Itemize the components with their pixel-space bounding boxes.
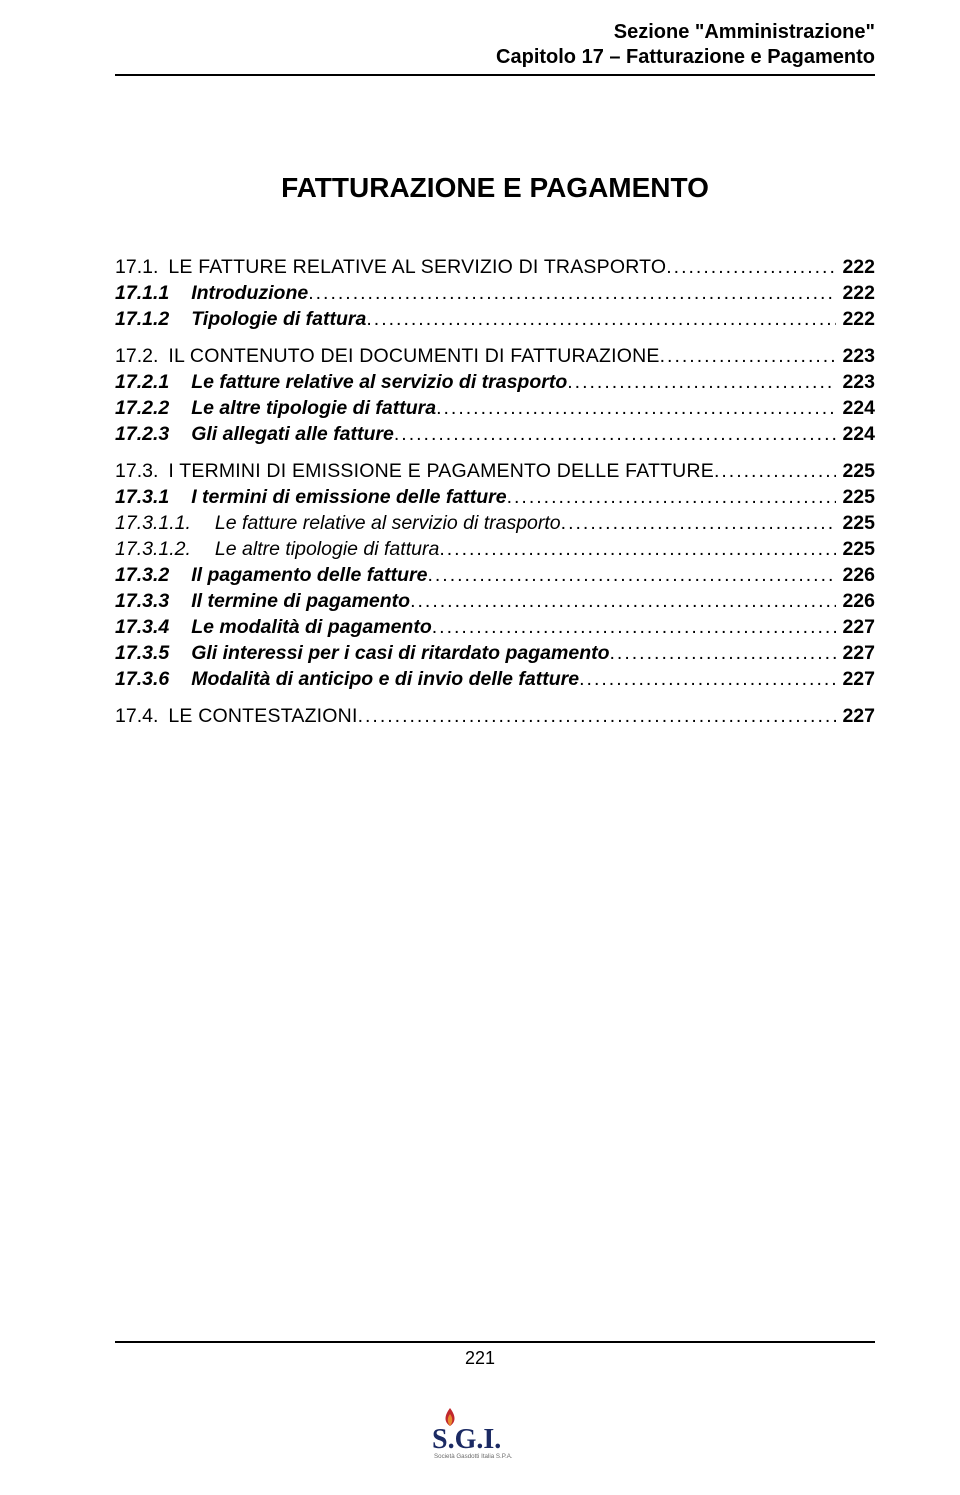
page: Sezione "Amministrazione" Capitolo 17 – … [0, 0, 960, 1495]
toc-row: 17.2.2 Le altre tipologie di fattura 224 [115, 397, 875, 420]
toc-entry-page: 222 [836, 308, 875, 331]
toc-entry-title: Introduzione [191, 282, 308, 305]
toc-entry-number: 17.3.1.2. [115, 538, 197, 561]
toc-leader-dots [660, 345, 837, 368]
toc-entry-number: 17.3.6 [115, 668, 175, 691]
toc-entry-number: 17.2.3 [115, 423, 175, 446]
toc-entry-title: Tipologie di fattura [191, 308, 366, 331]
toc-leader-dots [427, 564, 836, 587]
toc-entry-number: 17.3.5 [115, 642, 175, 665]
toc-entry-number: 17.3.2 [115, 564, 175, 587]
toc-entry-page: 225 [836, 512, 875, 535]
toc-entry-page: 223 [836, 371, 875, 394]
footer-rule [115, 1341, 875, 1343]
toc-entry-title: LE CONTESTAZIONI [168, 705, 357, 728]
toc-entry-number: 17.3.4 [115, 616, 175, 639]
toc-entry-title: Il pagamento delle fatture [191, 564, 427, 587]
toc-row: 17.3.1.1. Le fatture relative al servizio… [115, 512, 875, 535]
toc-leader-dots [579, 668, 836, 691]
toc-entry-number: 17.1.2 [115, 308, 175, 331]
toc-entry-page: 225 [836, 538, 875, 561]
toc-row: 17.4.LE CONTESTAZIONI 227 [115, 705, 875, 728]
document-title: FATTURAZIONE E PAGAMENTO [115, 172, 875, 204]
toc-entry-title: Le altre tipologie di fattura [215, 538, 439, 561]
toc-row: 17.3.I TERMINI DI EMISSIONE E PAGAMENTO … [115, 460, 875, 483]
page-header: Sezione "Amministrazione" Capitolo 17 – … [115, 20, 875, 70]
toc-leader-dots [561, 512, 837, 535]
toc-entry-number: 17.2.2 [115, 397, 175, 420]
toc-leader-dots [436, 397, 836, 420]
toc-leader-dots [507, 486, 837, 509]
toc-entry-page: 227 [836, 705, 875, 728]
toc-row: 17.1.2 Tipologie di fattura 222 [115, 308, 875, 331]
toc-row: 17.1.LE FATTURE RELATIVE AL SERVIZIO DI … [115, 256, 875, 279]
toc-entry-page: 222 [836, 256, 875, 279]
toc-entry-number: 17.3.1 [115, 486, 175, 509]
toc-entry-number: 17.3.1.1. [115, 512, 197, 535]
header-line-1: Sezione "Amministrazione" [115, 20, 875, 45]
toc-entry-number: 17.1.1 [115, 282, 175, 305]
toc-entry-title: I termini di emissione delle fatture [191, 486, 506, 509]
toc-leader-dots [308, 282, 836, 305]
toc-leader-dots [567, 371, 836, 394]
toc-row: 17.2.1 Le fatture relative al servizio di… [115, 371, 875, 394]
toc-row: 17.3.2 Il pagamento delle fatture 226 [115, 564, 875, 587]
toc-entry-title: Il termine di pagamento [191, 590, 410, 613]
toc-entry-page: 224 [836, 423, 875, 446]
toc-entry-page: 225 [836, 486, 875, 509]
toc-leader-dots [610, 642, 837, 665]
svg-text:S.G.I.: S.G.I. [432, 1424, 501, 1455]
toc-leader-dots [439, 538, 836, 561]
toc-leader-dots [666, 256, 836, 279]
toc-entry-title: Le altre tipologie di fattura [191, 397, 436, 420]
toc-entry-title: Le fatture relative al servizio di trasp… [215, 512, 561, 535]
toc-entry-number: 17.1. [115, 256, 164, 279]
toc-row: 17.3.3 Il termine di pagamento 226 [115, 590, 875, 613]
toc-entry-page: 227 [836, 642, 875, 665]
toc-entry-number: 17.2. [115, 345, 164, 368]
toc-row: 17.3.1.2. Le altre tipologie di fattura 22… [115, 538, 875, 561]
toc-leader-dots [410, 590, 836, 613]
toc-entry-page: 227 [836, 616, 875, 639]
toc-entry-page: 222 [836, 282, 875, 305]
toc-entry-title: IL CONTENUTO DEI DOCUMENTI DI FATTURAZIO… [168, 345, 659, 368]
toc-entry-page: 224 [836, 397, 875, 420]
toc-entry-title: Le fatture relative al servizio di trasp… [191, 371, 567, 394]
toc-entry-number: 17.3. [115, 460, 164, 483]
toc-entry-title: I TERMINI DI EMISSIONE E PAGAMENTO DELLE… [168, 460, 714, 483]
page-number: 221 [0, 1348, 960, 1369]
toc-entry-title: Le modalità di pagamento [191, 616, 432, 639]
toc-entry-number: 17.2.1 [115, 371, 175, 394]
toc-entry-title: Modalità di anticipo e di invio delle fa… [191, 668, 579, 691]
toc-entry-page: 223 [836, 345, 875, 368]
toc-row: 17.3.6 Modalità di anticipo e di invio de… [115, 668, 875, 691]
toc-entry-title: LE FATTURE RELATIVE AL SERVIZIO DI TRASP… [168, 256, 666, 279]
toc-leader-dots [394, 423, 837, 446]
toc-leader-dots [432, 616, 837, 639]
toc-row: 17.3.4 Le modalità di pagamento 227 [115, 616, 875, 639]
toc-row: 17.1.1 Introduzione 222 [115, 282, 875, 305]
header-rule [115, 74, 875, 76]
header-line-2: Capitolo 17 – Fatturazione e Pagamento [115, 45, 875, 70]
toc-entry-page: 226 [836, 590, 875, 613]
toc-leader-dots [358, 705, 837, 728]
footer-logo: S.G.I. Società Gasdotti Italia S.P.A. [0, 1402, 960, 1467]
toc-leader-dots [714, 460, 836, 483]
toc-leader-dots [366, 308, 836, 331]
toc-entry-page: 226 [836, 564, 875, 587]
table-of-contents: 17.1.LE FATTURE RELATIVE AL SERVIZIO DI … [115, 256, 875, 728]
toc-entry-number: 17.4. [115, 705, 164, 728]
toc-entry-page: 225 [836, 460, 875, 483]
toc-entry-title: Gli interessi per i casi di ritardato pa… [191, 642, 609, 665]
sgi-logo-icon: S.G.I. Società Gasdotti Italia S.P.A. [420, 1402, 540, 1462]
toc-row: 17.3.1 I termini di emissione delle fattu… [115, 486, 875, 509]
toc-row: 17.2.3 Gli allegati alle fatture 224 [115, 423, 875, 446]
toc-row: 17.2.IL CONTENUTO DEI DOCUMENTI DI FATTU… [115, 345, 875, 368]
toc-entry-title: Gli allegati alle fatture [191, 423, 394, 446]
toc-row: 17.3.5 Gli interessi per i casi di ritard… [115, 642, 875, 665]
svg-text:Società Gasdotti Italia S.P.A: Società Gasdotti Italia S.P.A. [434, 1453, 513, 1460]
toc-entry-page: 227 [836, 668, 875, 691]
toc-entry-number: 17.3.3 [115, 590, 175, 613]
